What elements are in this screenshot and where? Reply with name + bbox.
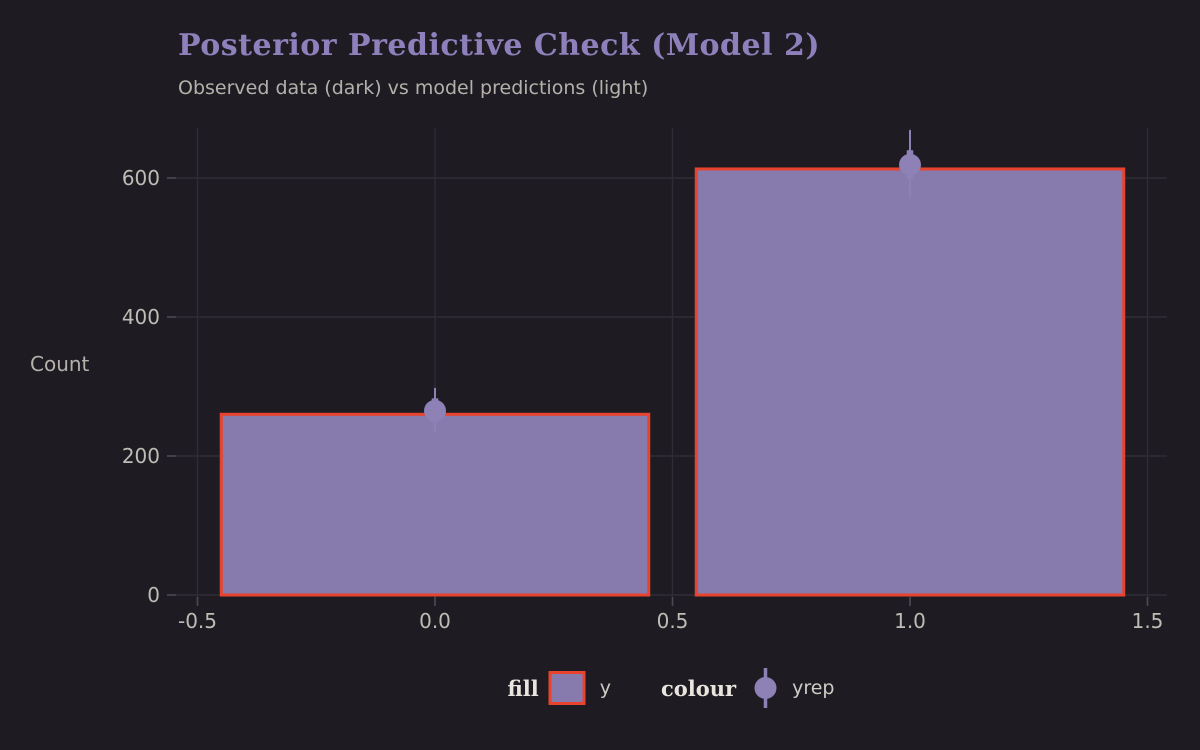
legend: fill y colour yrep bbox=[508, 668, 835, 708]
x-tick-label: 0.0 bbox=[419, 609, 451, 633]
point-yrep bbox=[424, 399, 446, 422]
x-tick-label: 1.5 bbox=[1132, 609, 1164, 633]
x-tick-label: -0.5 bbox=[178, 609, 217, 633]
x-tick-label: 1.0 bbox=[894, 609, 926, 633]
legend-fill-title: fill bbox=[507, 675, 539, 701]
legend-fill-swatch bbox=[548, 671, 586, 705]
legend-colour-item-label: yrep bbox=[792, 677, 835, 699]
legend-fill-item-label: y bbox=[599, 677, 611, 699]
chart-subtitle: Observed data (dark) vs model prediction… bbox=[178, 77, 649, 99]
bar-y-1 bbox=[694, 167, 1126, 597]
point-yrep bbox=[899, 153, 921, 176]
legend-colour-title: colour bbox=[660, 675, 737, 701]
y-axis-title: Count bbox=[30, 352, 90, 376]
y-tick-label: 600 bbox=[122, 166, 160, 190]
legend-pointinterval-glyph bbox=[752, 668, 778, 708]
chart-title: Posterior Predictive Check (Model 2) bbox=[178, 28, 821, 63]
y-tick-label: 200 bbox=[122, 444, 160, 468]
y-tick-label: 400 bbox=[122, 305, 160, 329]
bar-y-0 bbox=[219, 412, 651, 597]
y-tick-label: 0 bbox=[147, 583, 160, 607]
x-tick-label: 0.5 bbox=[657, 609, 689, 633]
